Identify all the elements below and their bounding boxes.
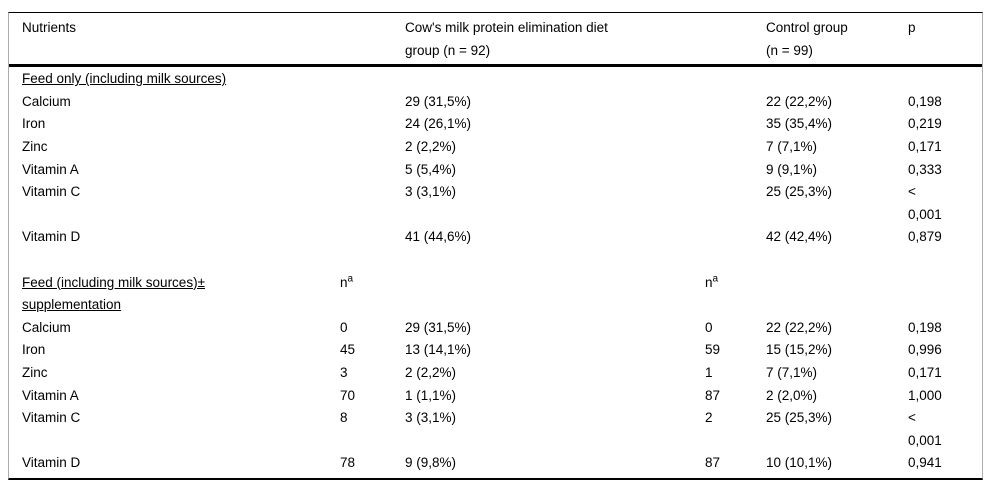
table-row-iron: Iron 45 13 (14,1%) 59 15 (15,2%) 0,996 bbox=[9, 339, 982, 362]
control-group-value: 7 (7,1%) bbox=[766, 138, 818, 154]
nutrient-label: Vitamin A bbox=[22, 387, 79, 403]
n-column-header-elimination: na bbox=[340, 272, 405, 295]
n-count-control: 1 bbox=[705, 364, 713, 380]
table-row-iron: Iron 24 (26,1%) 35 (35,4%) 0,219 bbox=[9, 113, 982, 136]
p-value: < 0,001 bbox=[908, 410, 942, 448]
control-group-value: 10 (10,1%) bbox=[766, 455, 833, 471]
n-label: n bbox=[340, 274, 348, 290]
nutrient-label: Vitamin D bbox=[22, 229, 81, 245]
n-count-control: 0 bbox=[705, 319, 713, 335]
elimination-group-value: 29 (31,5%) bbox=[405, 93, 472, 109]
nutrient-label: Vitamin C bbox=[22, 184, 81, 200]
nutrient-label: Calcium bbox=[22, 319, 71, 335]
n-label: n bbox=[705, 274, 713, 290]
table-row-vitamin-c: Vitamin C 8 3 (3,1%) 2 25 (25,3%) < 0,00… bbox=[9, 407, 982, 452]
section-title-feed-only: Feed only (including milk sources) bbox=[22, 71, 227, 87]
elimination-group-value: 41 (44,6%) bbox=[405, 229, 472, 245]
nutrient-label: Calcium bbox=[22, 93, 71, 109]
p-value: 1,000 bbox=[908, 387, 942, 403]
p-value: 0,219 bbox=[908, 116, 942, 132]
table-row-vitamin-a: Vitamin A 5 (5,4%) 9 (9,1%) 0,333 bbox=[9, 159, 982, 182]
control-group-value: 7 (7,1%) bbox=[766, 364, 818, 380]
n-count-elimination: 70 bbox=[340, 387, 356, 403]
control-group-value: 35 (35,4%) bbox=[766, 116, 833, 132]
nutrient-label: Iron bbox=[22, 116, 46, 132]
p-value: 0,879 bbox=[908, 229, 942, 245]
table-row-vitamin-a: Vitamin A 70 1 (1,1%) 87 2 (2,0%) 1,000 bbox=[9, 385, 982, 408]
elimination-group-value: 9 (9,8%) bbox=[405, 455, 457, 471]
control-group-value: 22 (22,2%) bbox=[766, 319, 833, 335]
n-count-elimination: 0 bbox=[340, 319, 348, 335]
table-header-row: Nutrients Cow's milk protein elimination… bbox=[9, 13, 982, 68]
n-superscript-a: a bbox=[347, 273, 354, 285]
nutrient-label: Zinc bbox=[22, 364, 48, 380]
n-superscript-a: a bbox=[712, 273, 719, 285]
n-column-header-control: na bbox=[705, 272, 766, 295]
header-nutrients: Nutrients bbox=[22, 20, 77, 35]
control-group-value: 22 (22,2%) bbox=[766, 93, 833, 109]
table-row-calcium: Calcium 0 29 (31,5%) 0 22 (22,2%) 0,198 bbox=[9, 317, 982, 340]
section-title-cell: Feed only (including milk sources) bbox=[9, 68, 340, 91]
n-count-elimination: 78 bbox=[340, 455, 356, 471]
p-value: 0,171 bbox=[908, 138, 942, 154]
section-title-feed-supplementation: Feed (including milk sources)± supplemen… bbox=[22, 274, 205, 313]
section-title-row-feed-only: Feed only (including milk sources) bbox=[9, 68, 982, 91]
header-p-value: p bbox=[908, 20, 916, 35]
n-count-control: 87 bbox=[705, 387, 721, 403]
p-value: 0,198 bbox=[908, 93, 942, 109]
nutrient-label: Vitamin D bbox=[22, 455, 81, 471]
nutrient-label: Iron bbox=[22, 342, 46, 358]
control-group-value: 2 (2,0%) bbox=[766, 387, 818, 403]
elimination-group-value: 1 (1,1%) bbox=[405, 387, 457, 403]
n-count-control: 2 bbox=[705, 410, 713, 426]
elimination-group-value: 13 (14,1%) bbox=[405, 342, 472, 358]
table-row-calcium: Calcium 29 (31,5%) 22 (22,2%) 0,198 bbox=[9, 91, 982, 114]
n-count-elimination: 3 bbox=[340, 364, 348, 380]
n-count-control: 59 bbox=[705, 342, 721, 358]
table-row-vitamin-d: Vitamin D 41 (44,6%) 42 (42,4%) 0,879 bbox=[9, 226, 982, 249]
section-title-row-feed-supplementation: Feed (including milk sources)± supplemen… bbox=[9, 272, 982, 317]
elimination-group-value: 2 (2,2%) bbox=[405, 138, 457, 154]
table-row-vitamin-c: Vitamin C 3 (3,1%) 25 (25,3%) < 0,001 bbox=[9, 181, 982, 226]
control-group-value: 25 (25,3%) bbox=[766, 410, 833, 426]
n-count-control: 87 bbox=[705, 455, 721, 471]
table-row-zinc: Zinc 2 (2,2%) 7 (7,1%) 0,171 bbox=[9, 136, 982, 159]
n-count-elimination: 8 bbox=[340, 410, 348, 426]
elimination-group-value: 5 (5,4%) bbox=[405, 161, 457, 177]
elimination-group-value: 3 (3,1%) bbox=[405, 184, 457, 200]
nutrient-label: Zinc bbox=[22, 138, 48, 154]
p-value: 0,171 bbox=[908, 364, 942, 380]
control-group-value: 15 (15,2%) bbox=[766, 342, 833, 358]
elimination-group-value: 29 (31,5%) bbox=[405, 319, 472, 335]
nutrient-label: Vitamin C bbox=[22, 410, 81, 426]
header-elimination-group: Cow's milk protein elimination diet grou… bbox=[405, 20, 608, 58]
p-value: 0,941 bbox=[908, 455, 942, 471]
section-title-cell: Feed (including milk sources)± supplemen… bbox=[9, 272, 340, 317]
control-group-value: 25 (25,3%) bbox=[766, 184, 833, 200]
elimination-group-value: 2 (2,2%) bbox=[405, 364, 457, 380]
p-value: 0,333 bbox=[908, 161, 942, 177]
table-body: Feed only (including milk sources) Calci… bbox=[9, 67, 982, 478]
p-value: 0,996 bbox=[908, 342, 942, 358]
nutrient-label: Vitamin A bbox=[22, 161, 79, 177]
n-count-elimination: 45 bbox=[340, 342, 356, 358]
table-row-zinc: Zinc 3 2 (2,2%) 1 7 (7,1%) 0,171 bbox=[9, 362, 982, 385]
header-control-group: Control group (n = 99) bbox=[766, 20, 848, 58]
p-value: 0,198 bbox=[908, 319, 942, 335]
elimination-group-value: 24 (26,1%) bbox=[405, 116, 472, 132]
control-group-value: 9 (9,1%) bbox=[766, 161, 818, 177]
table-row-vitamin-d: Vitamin D 78 9 (9,8%) 87 10 (10,1%) 0,94… bbox=[9, 452, 982, 475]
section-spacer bbox=[9, 249, 982, 272]
nutrients-comparison-table: Nutrients Cow's milk protein elimination… bbox=[8, 12, 983, 480]
control-group-value: 42 (42,4%) bbox=[766, 229, 833, 245]
elimination-group-value: 3 (3,1%) bbox=[405, 410, 457, 426]
p-value: < 0,001 bbox=[908, 184, 942, 222]
